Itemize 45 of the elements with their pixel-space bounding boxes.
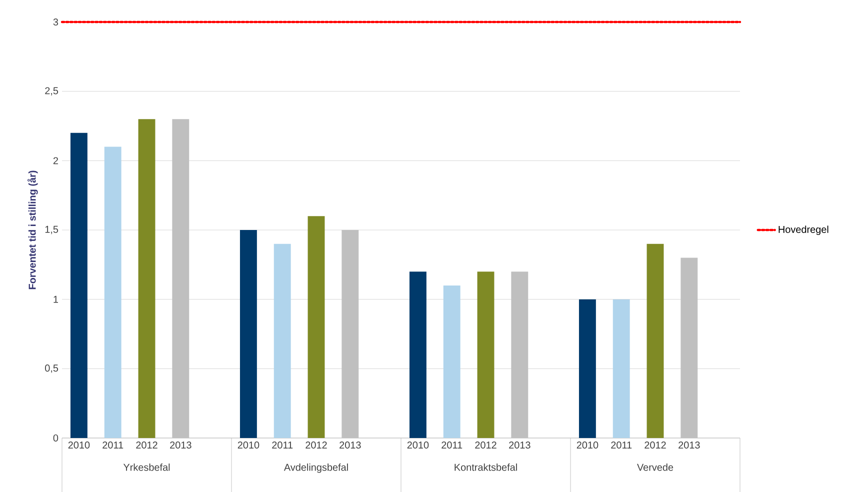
bar (308, 216, 325, 438)
bar (104, 146, 122, 438)
bar (578, 299, 596, 438)
y-tick-label: 2,5 (45, 87, 58, 96)
y-tick-label: 3 (53, 18, 58, 26)
series-label: 2010 (68, 442, 90, 449)
text: 2010 (238, 442, 260, 449)
y-tick-label: 2 (53, 157, 58, 164)
bar (172, 119, 190, 438)
bar (511, 272, 528, 438)
text: 2012 (644, 442, 666, 449)
x-tick-label: Kontraktsbefal (454, 464, 517, 471)
y-tick-label: 0 (53, 434, 58, 442)
bar (409, 272, 426, 438)
x-tick-label: Vervede (637, 464, 674, 471)
bar (477, 272, 494, 438)
series-label: 2011 (102, 442, 124, 449)
text: 2012 (475, 442, 496, 449)
x-tick-label: Yrkesbefal (123, 464, 170, 471)
y-tick-label: 1 (54, 296, 58, 303)
bar (274, 244, 291, 438)
text: 2010 (407, 442, 429, 449)
bar (443, 285, 460, 438)
y-tick-label: 0,5 (45, 364, 58, 373)
text: 2013 (678, 442, 700, 449)
text: 2011 (442, 442, 462, 449)
x-tick-label: Avdelingsbefal (284, 464, 348, 473)
bar (138, 119, 156, 438)
bar (612, 299, 630, 438)
y-axis-title: Forventet tid i stilling (år) (27, 170, 38, 290)
y-tick-label: 1,5 (45, 226, 58, 234)
text: 2011 (611, 442, 632, 449)
series-label: 2013 (170, 442, 192, 449)
text: 2010 (576, 442, 598, 449)
bar (70, 132, 88, 438)
text: 2013 (509, 442, 530, 449)
bar (342, 230, 359, 438)
bar (680, 258, 698, 438)
legend-label: Hovedregel (778, 226, 828, 235)
series-label: 2012 (306, 442, 327, 449)
bar (240, 230, 257, 438)
text: 2011 (272, 442, 293, 449)
text: 2012 (136, 442, 158, 449)
text: 2013 (340, 442, 361, 449)
bar (646, 244, 664, 438)
